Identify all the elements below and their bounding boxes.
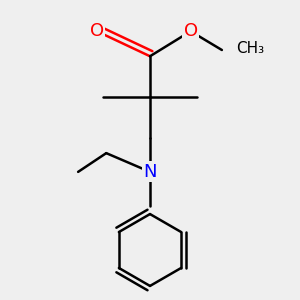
Text: N: N xyxy=(143,163,157,181)
Text: O: O xyxy=(184,22,198,40)
Text: O: O xyxy=(90,22,104,40)
Text: CH₃: CH₃ xyxy=(236,41,264,56)
